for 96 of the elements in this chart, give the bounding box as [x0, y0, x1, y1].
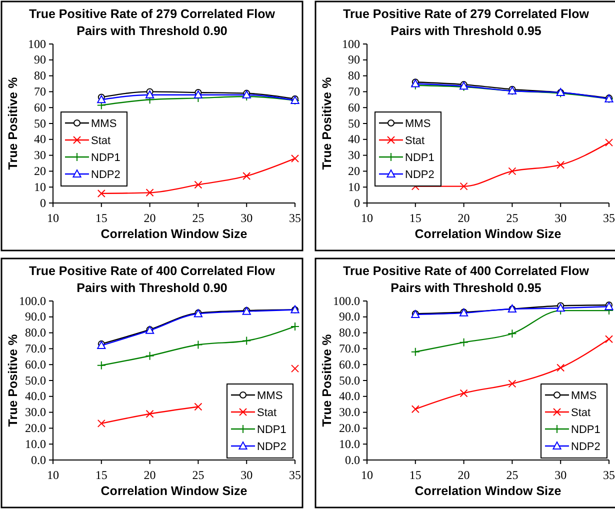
x-tick-label: 35: [603, 211, 615, 225]
y-tick-label: 90: [348, 52, 360, 67]
chart-title: True Positive Rate of 400 Correlated Flow Pairs with Threshold 0.90: [29, 264, 276, 295]
y-tick-label: 80: [34, 68, 46, 83]
x-tick-label: 20: [458, 211, 470, 225]
legend-label: Stat: [405, 135, 425, 147]
x-tick-label: 30: [554, 468, 567, 482]
x-tick-label: 10: [361, 211, 373, 225]
chart-title: True Positive Rate of 279 Correlated Flow Pairs with Threshold 0.90: [29, 7, 276, 38]
legend-label: MMS: [571, 390, 597, 402]
x-tick-label: 25: [192, 211, 204, 225]
x-tick-label: 20: [458, 468, 470, 482]
x-tick-label: 10: [47, 211, 59, 225]
x-tick-label: 25: [192, 468, 204, 482]
x-tick-label: 30: [240, 211, 253, 225]
y-tick-label: 30.0: [339, 405, 360, 420]
y-tick-label: 90: [34, 52, 46, 67]
x-axis-title: Correlation Window Size: [100, 484, 248, 498]
legend-label: NDP1: [571, 424, 600, 436]
y-tick-label: 20: [348, 164, 360, 178]
y-axis-title: True Positive %: [6, 77, 20, 170]
legend-label: Stat: [257, 407, 277, 419]
legend-label: NDP2: [257, 441, 286, 453]
legend-label: MMS: [405, 118, 431, 130]
y-tick-label: 50.0: [339, 373, 360, 388]
y-tick-label: 10.0: [25, 436, 46, 451]
y-tick-label: 30: [348, 148, 360, 162]
x-tick-label: 25: [506, 211, 518, 225]
y-tick-label: 0: [40, 196, 46, 210]
x-tick-label: 15: [409, 468, 422, 482]
y-tick-label: 10.0: [339, 436, 360, 451]
x-tick-label: 15: [409, 211, 422, 225]
y-tick-label: 80: [348, 68, 360, 83]
legend-label: NDP2: [571, 441, 600, 453]
x-tick-label: 15: [95, 211, 108, 225]
y-tick-label: 70.0: [25, 342, 46, 356]
y-tick-label: 50.0: [25, 373, 46, 388]
y-tick-label: 50: [34, 116, 46, 130]
y-tick-label: 80.0: [25, 326, 46, 340]
y-tick-label: 70: [348, 84, 360, 99]
x-tick-label: 10: [361, 468, 373, 482]
y-tick-label: 70: [34, 84, 46, 99]
y-tick-label: 0: [354, 196, 360, 210]
x-axis-title: Correlation Window Size: [414, 227, 562, 241]
x-tick-label: 35: [603, 468, 615, 482]
y-tick-label: 20.0: [25, 421, 46, 436]
legend-label: NDP2: [91, 169, 120, 181]
y-tick-label: 50: [348, 116, 360, 130]
y-tick-label: 0.0: [345, 452, 360, 467]
x-tick-label: 35: [289, 211, 301, 225]
legend-label: NDP1: [257, 424, 286, 436]
x-tick-label: 20: [144, 468, 156, 482]
y-tick-label: 20: [34, 164, 46, 178]
legend-label: MMS: [91, 118, 117, 130]
x-tick-label: 10: [47, 468, 59, 482]
y-tick-label: 40: [348, 132, 360, 146]
y-tick-label: 0.0: [31, 452, 46, 467]
x-tick-label: 25: [506, 468, 518, 482]
y-tick-label: 100: [342, 36, 360, 51]
chart-title: True Positive Rate of 400 Correlated Flow Pairs with Threshold 0.95: [343, 264, 590, 295]
y-tick-label: 60: [34, 100, 46, 114]
y-tick-label: 60.0: [339, 357, 360, 372]
y-tick-label: 40.0: [339, 389, 360, 404]
x-axis-title: Correlation Window Size: [414, 484, 562, 498]
legend-label: NDP2: [405, 169, 434, 181]
y-tick-label: 100: [28, 36, 46, 51]
y-tick-label: 20.0: [339, 421, 360, 436]
legend-label: Stat: [571, 407, 591, 419]
x-tick-label: 20: [144, 211, 156, 225]
legend-label: MMS: [257, 390, 283, 402]
y-tick-label: 100.0: [333, 294, 360, 308]
y-tick-label: 30: [34, 148, 46, 162]
y-tick-label: 10: [34, 180, 46, 194]
y-tick-label: 30.0: [25, 405, 46, 420]
y-axis-title: True Positive %: [320, 77, 334, 170]
y-tick-label: 70.0: [339, 342, 360, 356]
y-tick-label: 60: [348, 100, 360, 114]
y-tick-label: 90.0: [339, 310, 360, 324]
x-tick-label: 30: [554, 211, 567, 225]
x-tick-label: 30: [240, 468, 253, 482]
y-tick-label: 80.0: [339, 326, 360, 340]
y-tick-label: 10: [348, 180, 360, 194]
legend-label: Stat: [91, 135, 111, 147]
x-tick-label: 35: [289, 468, 301, 482]
x-tick-label: 15: [95, 468, 108, 482]
chart-title: True Positive Rate of 279 Correlated Flow Pairs with Threshold 0.95: [343, 7, 590, 38]
legend-label: NDP1: [405, 152, 434, 164]
legend-label: NDP1: [91, 152, 120, 164]
x-axis-title: Correlation Window Size: [100, 227, 248, 241]
y-tick-label: 40: [34, 132, 46, 146]
y-axis-title: True Positive %: [320, 334, 334, 427]
y-axis-title: True Positive %: [6, 334, 20, 427]
y-tick-label: 40.0: [25, 389, 46, 404]
y-tick-label: 60.0: [25, 357, 46, 372]
y-tick-label: 90.0: [25, 310, 46, 324]
y-tick-label: 100.0: [19, 294, 46, 308]
